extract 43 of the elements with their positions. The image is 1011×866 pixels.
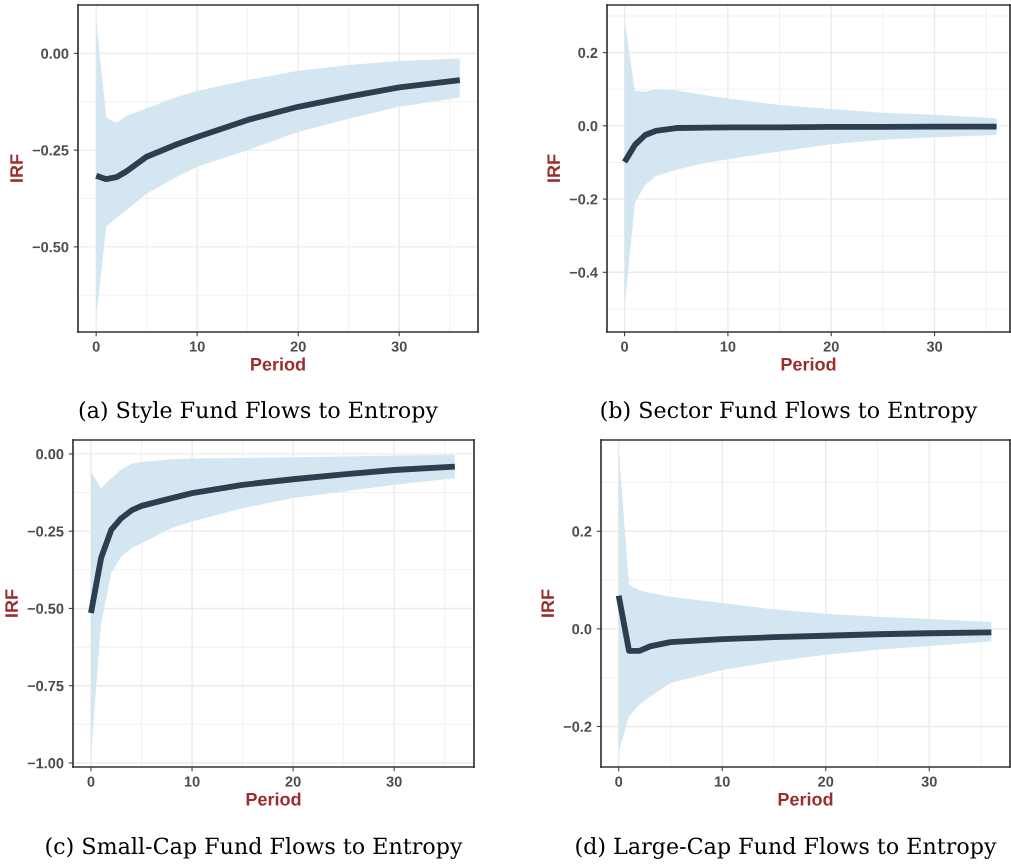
x-tick-label: 0 [87, 776, 95, 787]
x-axis-title: Period [781, 357, 836, 371]
x-tick-label: 20 [818, 776, 834, 787]
x-tick-label: 30 [921, 776, 937, 787]
x-tick-label: 0 [92, 341, 100, 352]
x-tick-label: 10 [715, 776, 730, 787]
y-axis-title: IRF [10, 154, 23, 182]
x-axis-title: Period [778, 792, 833, 806]
y-tick-label: 0.2 [572, 526, 592, 537]
y-tick-label: −0.4 [569, 267, 598, 278]
x-tick-label: 0 [615, 776, 623, 787]
text: (d) Large-Cap Fund Flows to Entropy [576, 837, 997, 859]
text: (a) Style Fund Flows to Entropy [79, 401, 438, 423]
y-tick-label: −0.50 [32, 241, 69, 253]
y-tick-label: 0.0 [578, 120, 598, 132]
y-tick-label: −0.2 [569, 194, 598, 205]
x-tick-label: 30 [926, 341, 943, 352]
y-tick-label: 0.0 [572, 623, 592, 635]
y-axis-title: IRF [541, 589, 554, 617]
y-tick-label: −0.2 [563, 721, 592, 732]
y-axis-title: IRF [5, 589, 18, 617]
y-tick-label: −0.25 [27, 526, 64, 537]
y-tick-label: −0.75 [27, 680, 64, 692]
x-tick-label: 20 [290, 341, 306, 352]
y-tick-label: −1.00 [27, 758, 64, 769]
x-tick-label: 30 [391, 341, 407, 352]
x-tick-label: 20 [823, 341, 839, 352]
y-tick-label: 0.00 [41, 48, 69, 59]
text: (c) Small-Cap Fund Flows to Entropy [46, 837, 463, 859]
x-axis-title: Period [251, 357, 305, 371]
x-tick-label: 20 [285, 776, 301, 787]
x-tick-label: 10 [184, 776, 200, 787]
y-tick-label: −0.25 [32, 145, 69, 156]
x-tick-label: 0 [621, 341, 629, 352]
x-tick-label: 10 [190, 341, 205, 352]
y-tick-label: 0.00 [36, 449, 64, 460]
x-tick-label: 30 [386, 776, 402, 787]
text: (b) Sector Fund Flows to Entropy [601, 401, 978, 423]
x-tick-label: 10 [720, 341, 736, 352]
y-tick-label: −0.50 [27, 603, 64, 614]
y-axis-title: IRF [547, 154, 560, 182]
x-axis-title: Period [246, 792, 301, 806]
y-tick-label: 0.2 [578, 47, 598, 59]
